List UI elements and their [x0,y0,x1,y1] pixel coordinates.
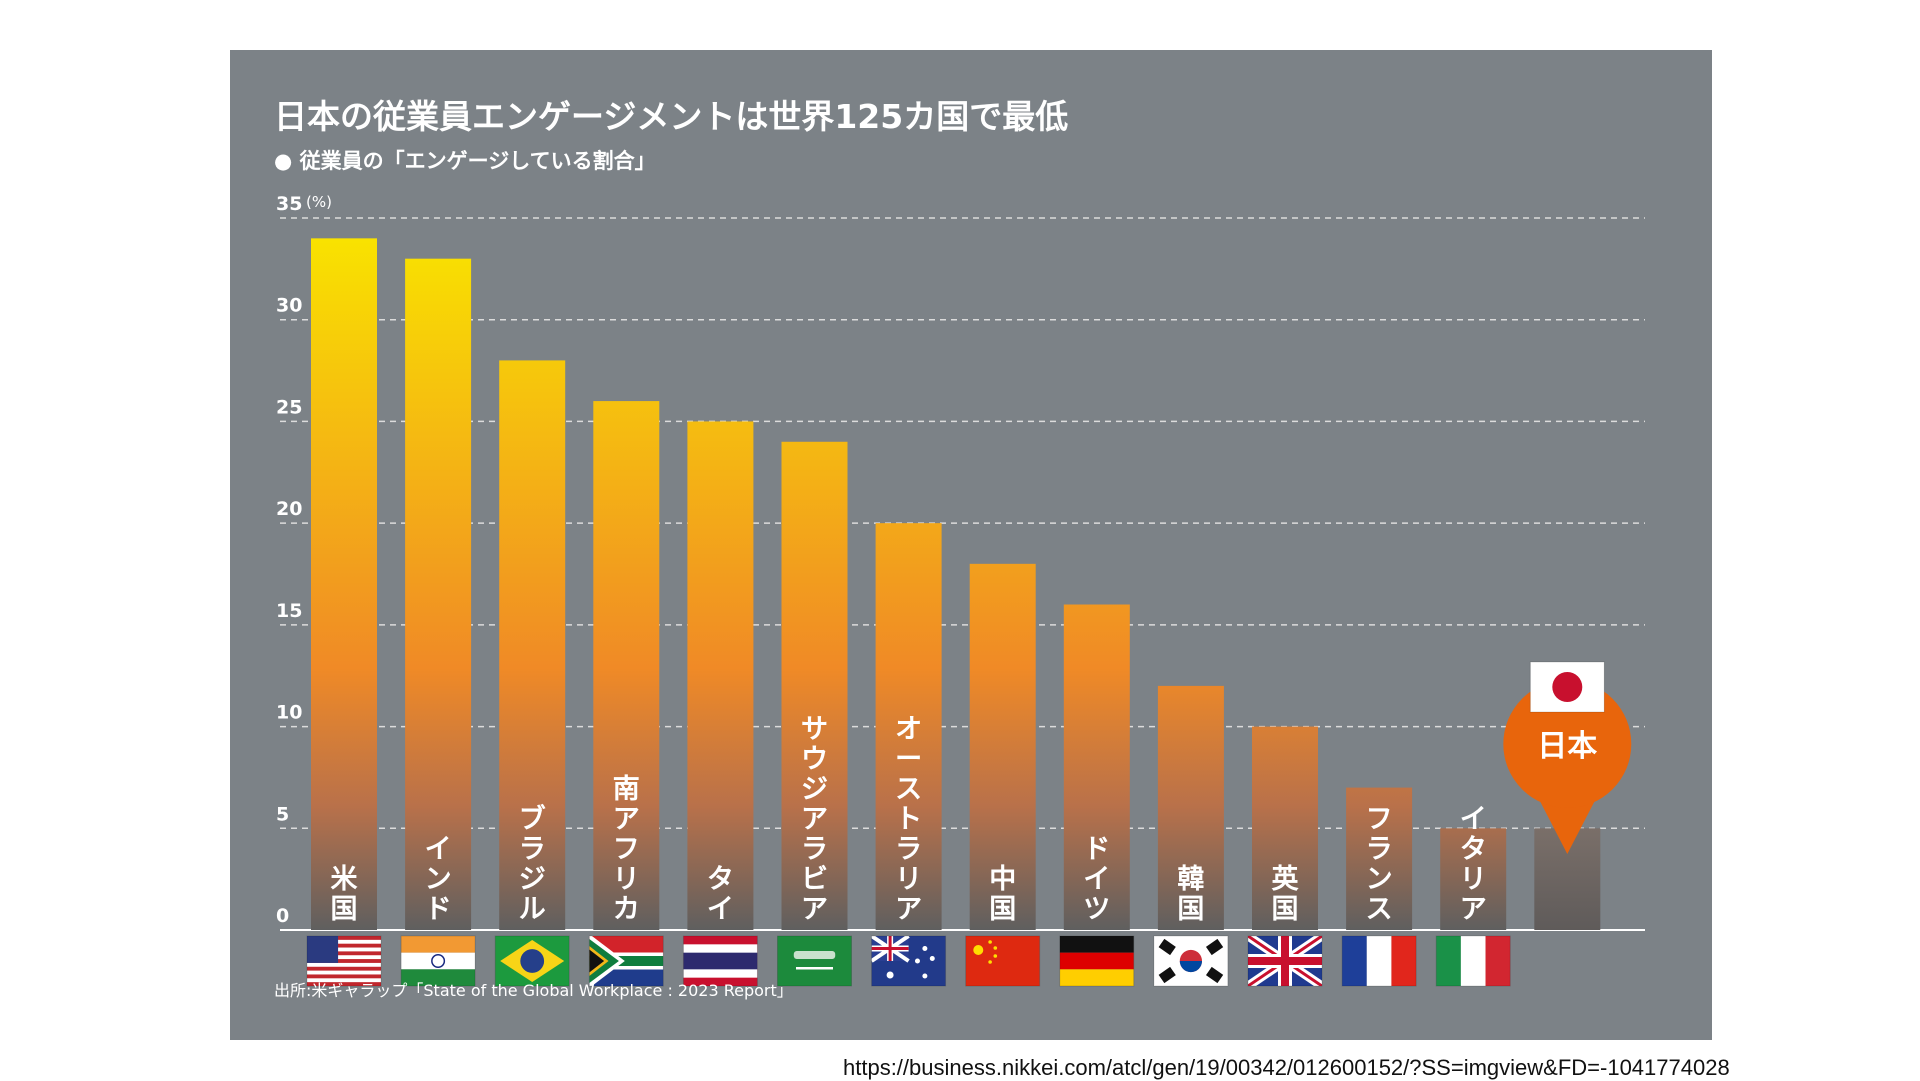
y-tick-label: 35 [276,193,302,215]
bar-12 [1346,787,1413,930]
y-axis-unit: (%) [306,193,332,211]
bar-label: 韓国 [1177,864,1204,925]
bar-label: インド [425,834,452,925]
uk-flag-icon [1247,935,1323,987]
australia-flag-icon [871,935,947,987]
south-africa-flag-icon [588,935,664,987]
korea-flag-icon [1153,935,1229,987]
bar-label: 米国 [331,864,358,925]
bar-label: ドイツ [1083,834,1110,925]
y-tick-label: 0 [276,905,289,927]
brazil-flag-icon [494,935,570,987]
japan-flag-icon [1529,661,1605,713]
bar-label: イタリア [1460,804,1487,925]
chart-subtitle: ● 従業員の「エンゲージしている割合」 [274,149,656,173]
bar-11 [1252,726,1318,930]
bar-8 [969,563,1036,930]
bar-9 [1063,604,1130,930]
bar-label: 英国 [1272,864,1300,925]
bar-chart: 日本の従業員エンゲージメントは世界125カ国で最低 ● 従業員の「エンゲージして… [274,97,1645,1000]
germany-flag-icon [1059,935,1135,987]
bar-label: ブラジル [519,803,546,925]
bar-6 [781,441,848,930]
bar-label: フランス [1366,804,1393,925]
bar-5 [687,421,754,930]
italy-flag-icon [1435,935,1511,987]
y-tick-label: 20 [276,498,302,520]
saudi-arabia-flag-icon [777,935,852,987]
gridlines [280,217,1645,931]
bars [311,238,1601,931]
highlight-label: 日本 [1537,729,1597,764]
china-flag-icon [965,935,1041,987]
bar-1 [311,238,377,931]
y-tick-label: 15 [276,600,302,622]
chart-panel: 日本の従業員エンゲージメントは世界125カ国で最低 ● 従業員の「エンゲージして… [230,50,1712,1040]
bar-3 [499,360,566,930]
y-axis-ticks: 0 5 10 15 20 25 30 35 [276,193,302,927]
y-tick-label: 25 [276,396,302,418]
y-tick-label: 5 [276,803,289,825]
bar-13 [1440,828,1507,930]
bar-10 [1157,685,1224,930]
source-url-caption: https://business.nikkei.com/atcl/gen/19/… [843,1055,1730,1080]
bar-label: オーストラリア [895,714,922,925]
us-flag-icon [306,935,382,987]
flags [306,935,1511,987]
bar-label: サウジアラビア [801,714,828,925]
bar-label: タイ [707,864,734,925]
france-flag-icon [1341,935,1417,987]
y-tick-label: 30 [276,295,302,317]
y-tick-label: 10 [276,702,302,724]
thailand-flag-icon [682,935,758,987]
japan-highlight: 日本 [1503,661,1632,854]
india-flag-icon [400,935,476,987]
bar-label: 中国 [989,864,1016,925]
chart-title: 日本の従業員エンゲージメントは世界125カ国で最低 [274,97,1068,136]
bar-label: 南アフリカ [613,774,640,925]
source-note: 出所:米ギャラップ「State of the Global Workplace … [274,981,793,1000]
bar-7 [875,523,942,930]
bar-2 [405,258,472,930]
bar-4 [593,401,660,931]
pin-pointer [1537,796,1598,854]
